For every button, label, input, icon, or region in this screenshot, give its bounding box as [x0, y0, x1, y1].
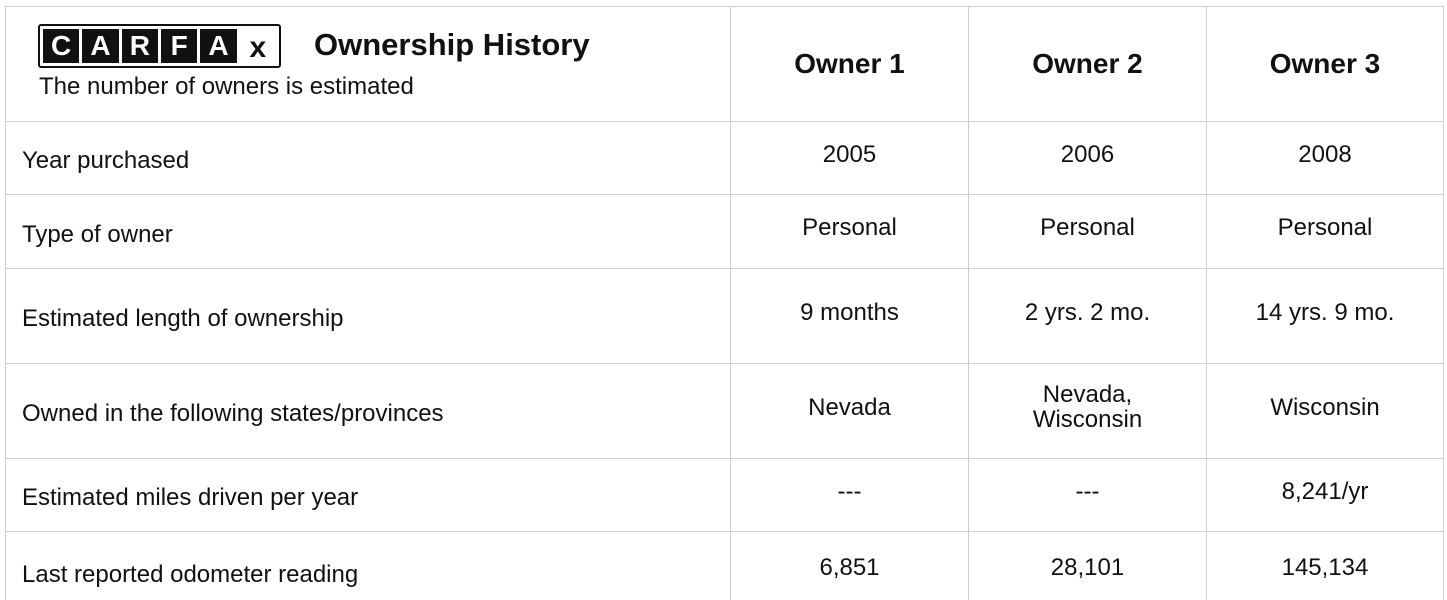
cell-value: Personal [1040, 214, 1135, 241]
logo-letter: R [121, 29, 158, 63]
logo-letter: A [82, 29, 119, 63]
cell-value: --- [837, 477, 862, 505]
cell-value: 8,241/yr [1281, 477, 1369, 505]
cell-value: Nevada [808, 393, 891, 421]
table-row: Owned in the following states/provinces N… [5, 363, 1444, 459]
cell-value: 2005 [822, 140, 877, 168]
title: Ownership History [314, 27, 590, 62]
row-label: Year purchased [5, 121, 731, 195]
cell-value: Personal [1277, 214, 1373, 241]
cell: 145,134 [1206, 531, 1444, 600]
logo-letter: C [43, 29, 80, 63]
row-label: Owned in the following states/provinces [5, 363, 731, 459]
cell-value: 28,101 [1050, 554, 1125, 581]
row-label: Last reported odometer reading [5, 531, 731, 600]
logo-letter: F [160, 29, 198, 63]
cell-value: 9 months [800, 298, 899, 326]
cell: Nevada, Wisconsin [968, 363, 1207, 459]
cell-value: Nevada, Wisconsin [1032, 381, 1143, 433]
cell: 28,101 [968, 531, 1207, 600]
cell-value: Wisconsin [1270, 393, 1380, 421]
row-label: Estimated length of ownership [5, 268, 731, 364]
cell: 9 months [730, 268, 969, 364]
table-row: Estimated miles driven per year --- --- 8,2… [5, 458, 1444, 532]
cell: Personal [1206, 194, 1444, 269]
subtitle: The number of owners is estimated [39, 73, 414, 100]
table-row: Estimated length of ownership 9 months 2 y… [5, 268, 1444, 364]
column-header: Owner 1 [730, 6, 969, 122]
cell: --- [730, 458, 969, 532]
cell: Nevada [730, 363, 969, 459]
cell: --- [968, 458, 1207, 532]
cell: 2 yrs. 2 mo. [968, 268, 1207, 364]
cell: 14 yrs. 9 mo. [1206, 268, 1444, 364]
column-header: Owner 2 [968, 6, 1207, 122]
cell: Personal [968, 194, 1207, 269]
cell-value: 14 yrs. 9 mo. [1255, 298, 1395, 326]
table-row: Year purchased 2005 2006 2008 [5, 121, 1444, 195]
logo-letter: A [200, 29, 237, 63]
cell: Wisconsin [1206, 363, 1444, 459]
cell-value: 2008 [1298, 140, 1352, 168]
cell-value: 2006 [1060, 140, 1115, 168]
cell-value: --- [1075, 477, 1100, 505]
cell: 2008 [1206, 121, 1444, 195]
cell: 2005 [730, 121, 969, 195]
cell: 2006 [968, 121, 1207, 195]
logo-letter: x [239, 29, 276, 63]
table-row: Type of owner Personal Personal Personal [5, 194, 1444, 269]
cell: 8,241/yr [1206, 458, 1444, 532]
cell-value: 2 yrs. 2 mo. [1024, 298, 1151, 326]
cell-value: Personal [802, 214, 897, 241]
cell-value: 6,851 [819, 554, 880, 581]
column-header: Owner 3 [1206, 6, 1444, 122]
cell: Personal [730, 194, 969, 269]
table-row: Last reported odometer reading 6,851 28,10… [5, 531, 1444, 600]
row-label: Type of owner [5, 194, 731, 269]
cell: 6,851 [730, 531, 969, 600]
cell-value: 145,134 [1281, 554, 1369, 581]
row-label: Estimated miles driven per year [5, 458, 731, 532]
